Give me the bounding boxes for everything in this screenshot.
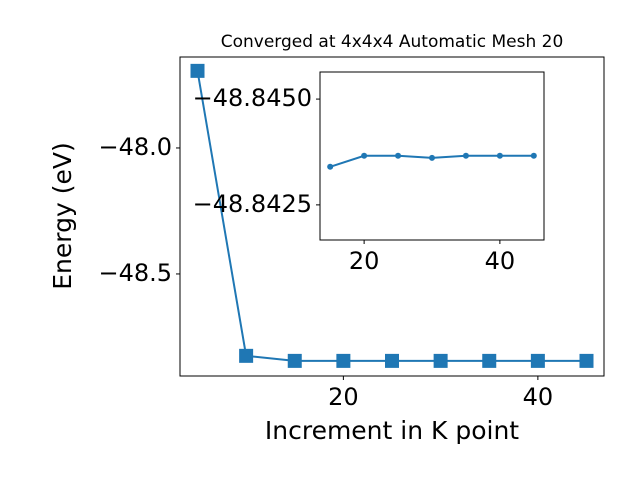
marker [462,152,469,159]
marker [239,348,254,363]
x-tick-label: 20 [349,247,380,275]
x-tick-label: 40 [485,247,516,275]
marker [361,152,368,159]
y-tick-label: −48.8425 [193,190,312,218]
marker [530,152,537,159]
y-tick-label: −48.5 [98,259,172,287]
marker [496,152,503,159]
y-tick-label: −48.0 [98,133,172,161]
x-tick-label: 40 [523,383,554,411]
marker [336,353,351,368]
marker [190,63,205,78]
marker [482,353,497,368]
marker [579,353,594,368]
x-axis-label: Increment in K point [265,416,519,445]
marker [530,353,545,368]
marker [287,353,302,368]
marker [385,353,399,368]
y-tick-label: −48.8450 [193,84,312,112]
marker [327,163,334,170]
y-axis-label: Energy (eV) [48,142,77,289]
marker [429,154,435,161]
marker [395,152,402,159]
x-tick-label: 20 [328,383,359,411]
marker [433,353,448,368]
chart-title: Converged at 4x4x4 Automatic Mesh 20 [221,32,564,52]
